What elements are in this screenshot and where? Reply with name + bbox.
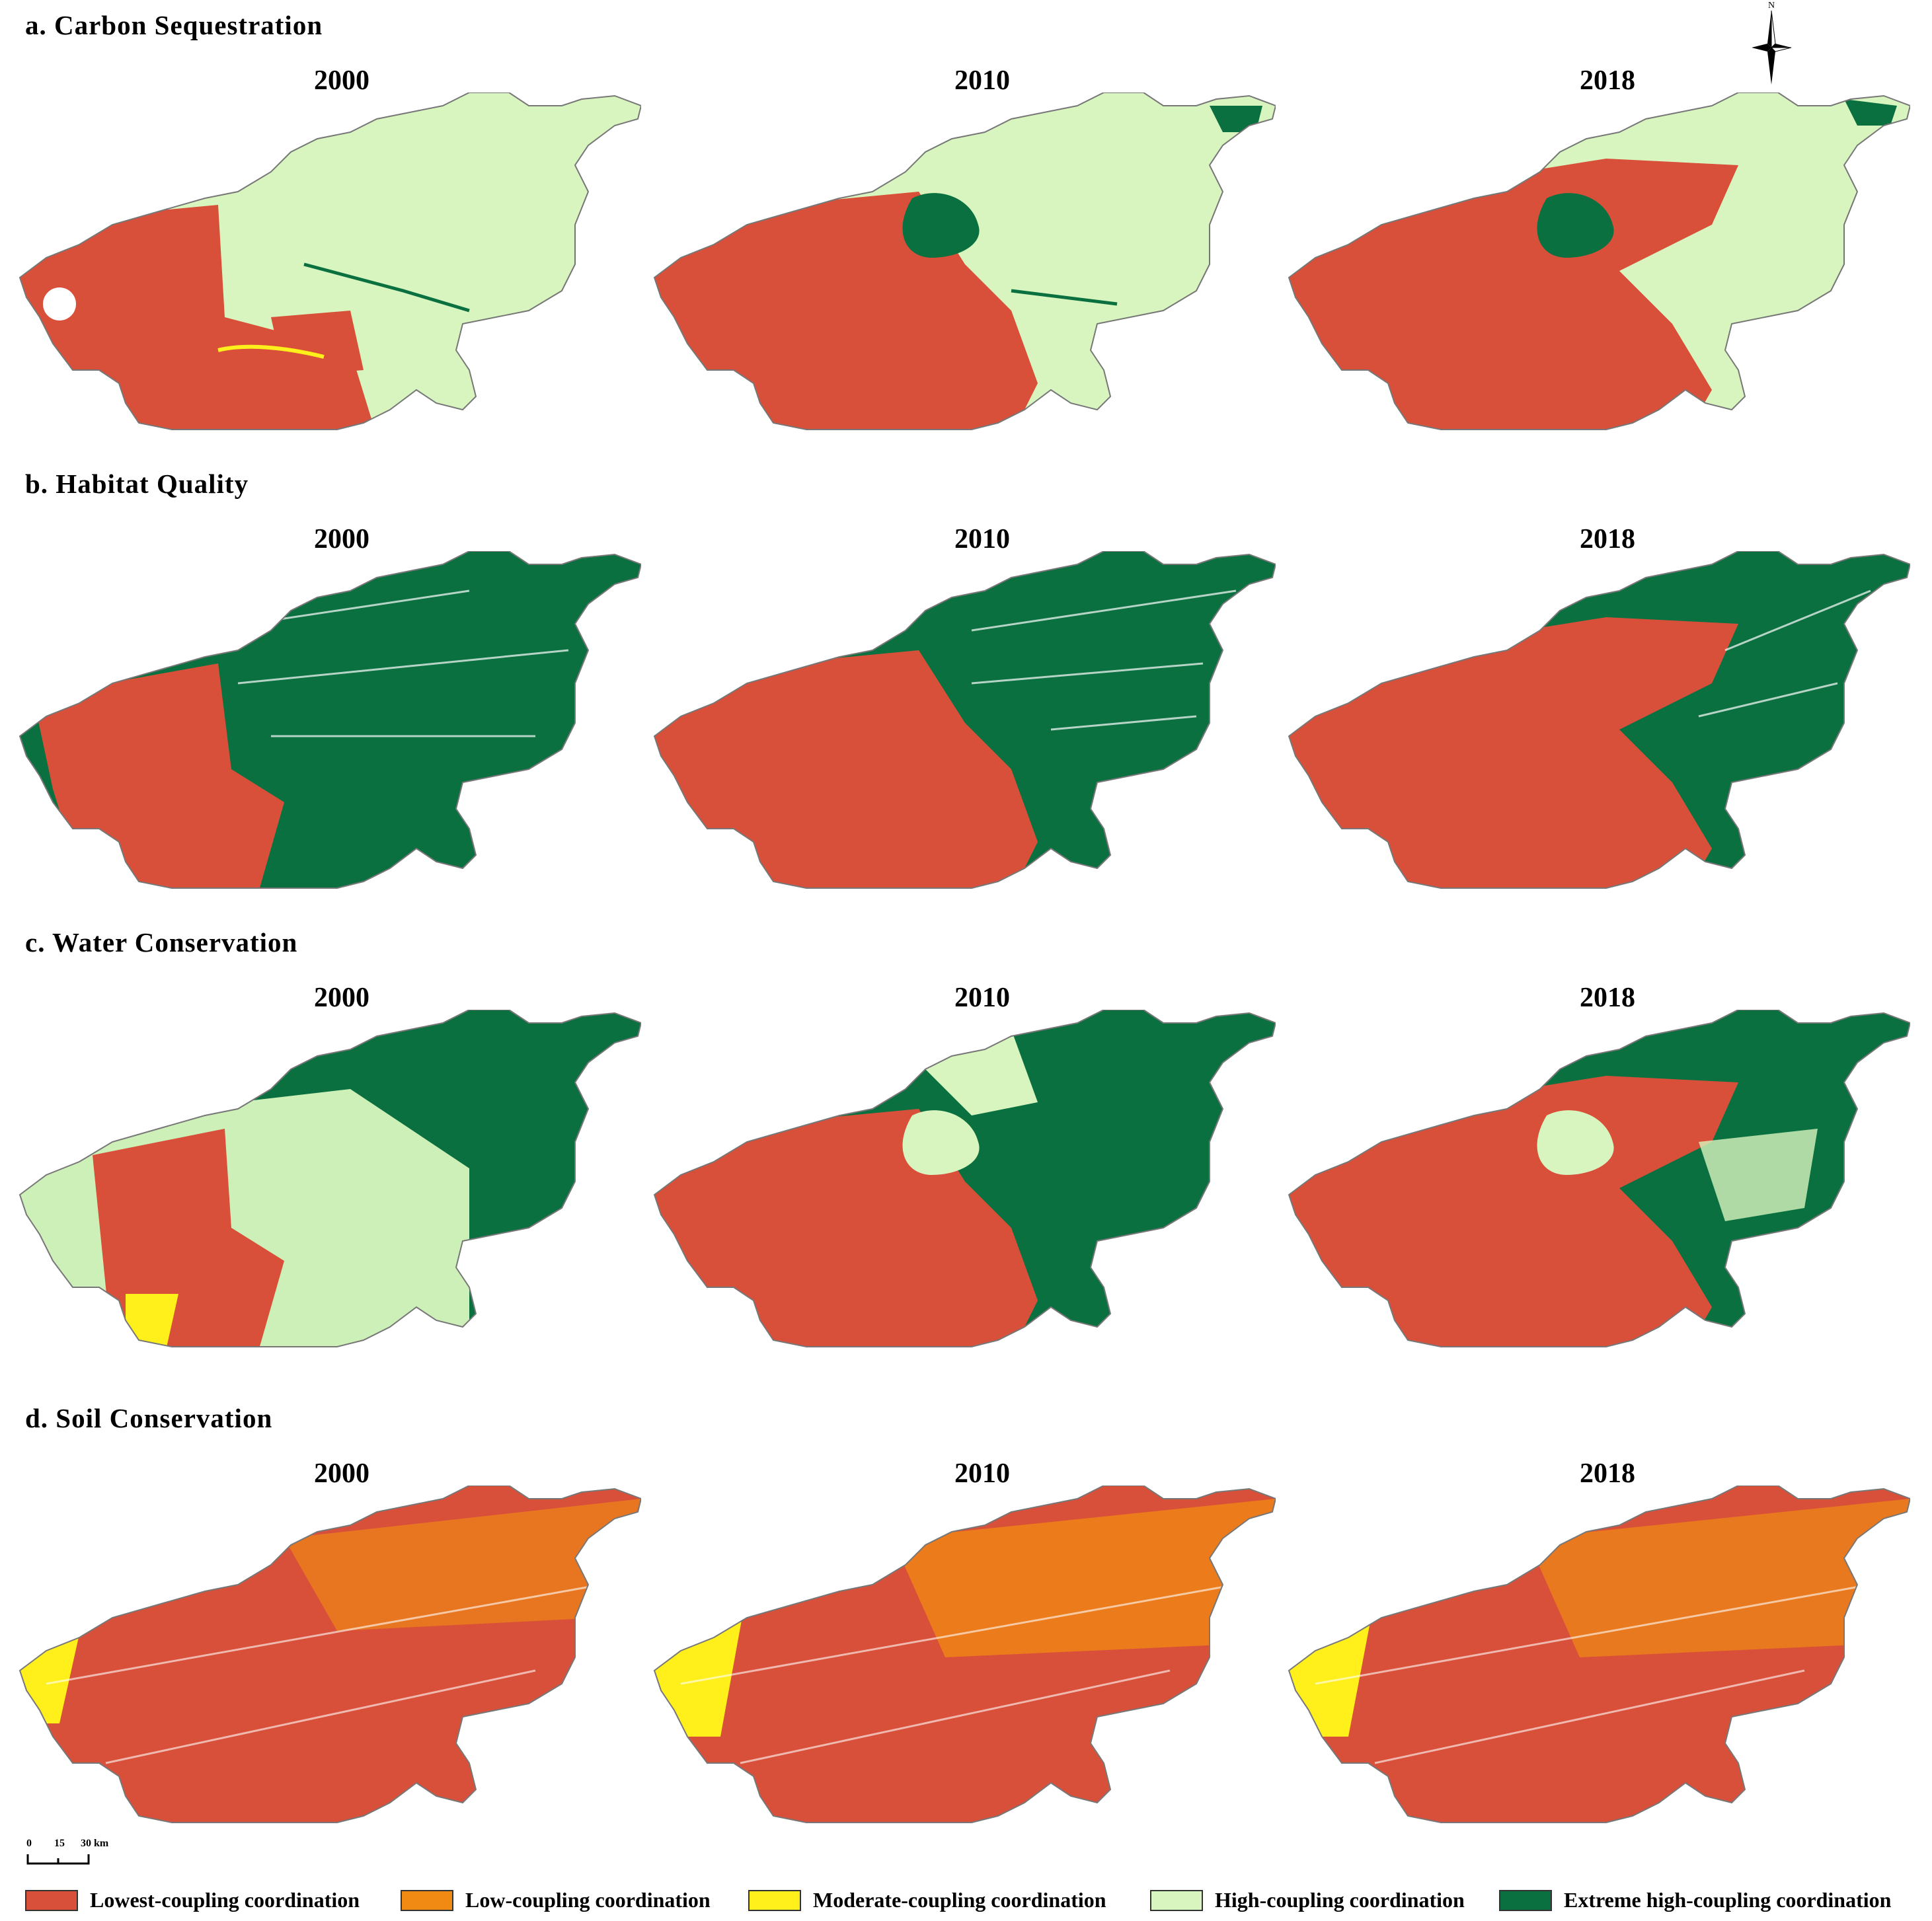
year-label: 2000	[314, 983, 369, 1013]
legend-swatch	[1499, 1889, 1552, 1911]
map-soil-2000	[19, 1486, 641, 1823]
map-habitat-2010	[653, 551, 1276, 889]
section-title-water: c. Water Conservation	[25, 927, 298, 958]
year-label: 2000	[314, 1458, 369, 1489]
map-carbon-2000	[19, 93, 641, 430]
north-arrow-icon: N	[1752, 1, 1792, 85]
year-label: 2010	[954, 65, 1010, 96]
section-title-habitat: b. Habitat Quality	[25, 469, 249, 499]
scale-tick-15: 15	[54, 1838, 65, 1849]
legend-label: Low-coupling coordination	[465, 1888, 711, 1912]
map-habitat-2018	[1288, 551, 1910, 889]
year-label: 2018	[1580, 524, 1635, 554]
legend-swatch	[748, 1889, 801, 1911]
legend-swatch	[1150, 1889, 1203, 1911]
legend-item-extreme: Extreme high-coupling coordination	[1499, 1888, 1891, 1912]
map-water-2010	[653, 1010, 1276, 1347]
section-title-carbon: a. Carbon Sequestration	[25, 10, 323, 40]
legend-item-high: High-coupling coordination	[1150, 1888, 1465, 1912]
map-carbon-2010	[653, 93, 1276, 430]
legend-label: Lowest-coupling coordination	[90, 1888, 360, 1912]
legend-label: Extreme high-coupling coordination	[1564, 1888, 1892, 1912]
year-label: 2010	[954, 983, 1010, 1013]
scale-bar: 0 15 30 km	[26, 1838, 109, 1865]
section-title-soil: d. Soil Conservation	[25, 1403, 273, 1433]
legend-label: Moderate-coupling coordination	[813, 1888, 1106, 1912]
year-label: 2018	[1580, 1458, 1635, 1489]
map-carbon-2018	[1288, 93, 1910, 430]
year-label: 2010	[954, 524, 1010, 554]
legend-swatch	[25, 1889, 78, 1911]
year-label: 2010	[954, 1458, 1010, 1489]
legend-item-low: Low-coupling coordination	[401, 1888, 711, 1912]
year-label: 2000	[314, 524, 369, 554]
map-habitat-2000	[19, 551, 641, 889]
legend-swatch	[401, 1889, 453, 1911]
scale-tick-30: 30 km	[81, 1838, 109, 1849]
legend-item-lowest: Lowest-coupling coordination	[25, 1888, 360, 1912]
legend-item-moderate: Moderate-coupling coordination	[748, 1888, 1106, 1912]
year-label: 2018	[1580, 65, 1635, 96]
map-soil-2010	[653, 1486, 1276, 1823]
map-soil-2018	[1288, 1486, 1910, 1823]
legend-label: High-coupling coordination	[1215, 1888, 1465, 1912]
north-label: N	[1768, 1, 1775, 11]
year-label: 2000	[314, 65, 369, 96]
map-water-2018	[1288, 1010, 1910, 1347]
legend: Lowest-coupling coordination Low-couplin…	[0, 1888, 1932, 1917]
map-water-2000	[19, 1010, 641, 1347]
year-label: 2018	[1580, 983, 1635, 1013]
scale-tick-0: 0	[26, 1838, 32, 1849]
